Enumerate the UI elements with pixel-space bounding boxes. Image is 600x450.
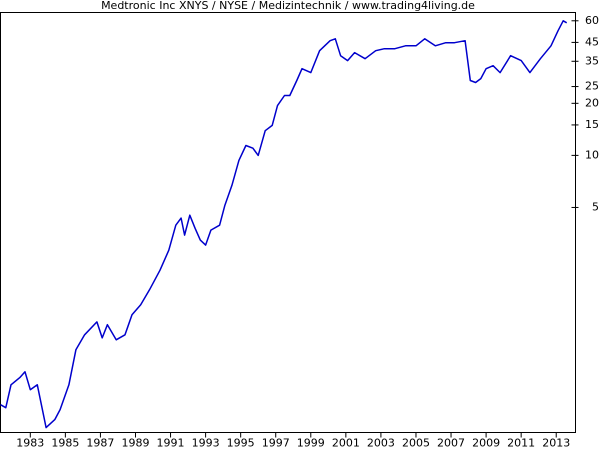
x-tick-label: 2009 <box>472 437 500 450</box>
x-tick-label: 2001 <box>332 437 360 450</box>
x-tick-label: 2011 <box>507 437 535 450</box>
x-tick-label: 1983 <box>16 437 44 450</box>
x-tick-label: 1991 <box>157 437 185 450</box>
x-tick-label: 2003 <box>367 437 395 450</box>
y-tick-label: 20 <box>585 96 599 109</box>
x-tick-label: 1997 <box>262 437 290 450</box>
x-tick-label: 1999 <box>297 437 325 450</box>
y-tick-label: 45 <box>585 35 599 48</box>
x-tick-label: 1995 <box>227 437 255 450</box>
x-tick-label: 1989 <box>121 437 149 450</box>
chart-title: Medtronic Inc XNYS / NYSE / Medizintechn… <box>101 0 475 12</box>
y-tick-label: 15 <box>585 118 599 131</box>
price-line <box>0 20 568 429</box>
x-tick-label: 2007 <box>437 437 465 450</box>
y-tick-label: 35 <box>585 54 599 67</box>
y-tick-label: 10 <box>585 148 599 161</box>
y-tick-label: 60 <box>585 14 599 27</box>
x-tick-label: 2005 <box>402 437 430 450</box>
plot-frame <box>0 12 576 433</box>
x-tick-label: 1985 <box>51 437 79 450</box>
x-tick-label: 2013 <box>542 437 570 450</box>
y-tick-label: 5 <box>592 200 599 213</box>
x-tick-label: 1993 <box>192 437 220 450</box>
x-tick-label: 1987 <box>86 437 114 450</box>
y-tick-label: 25 <box>585 80 599 93</box>
